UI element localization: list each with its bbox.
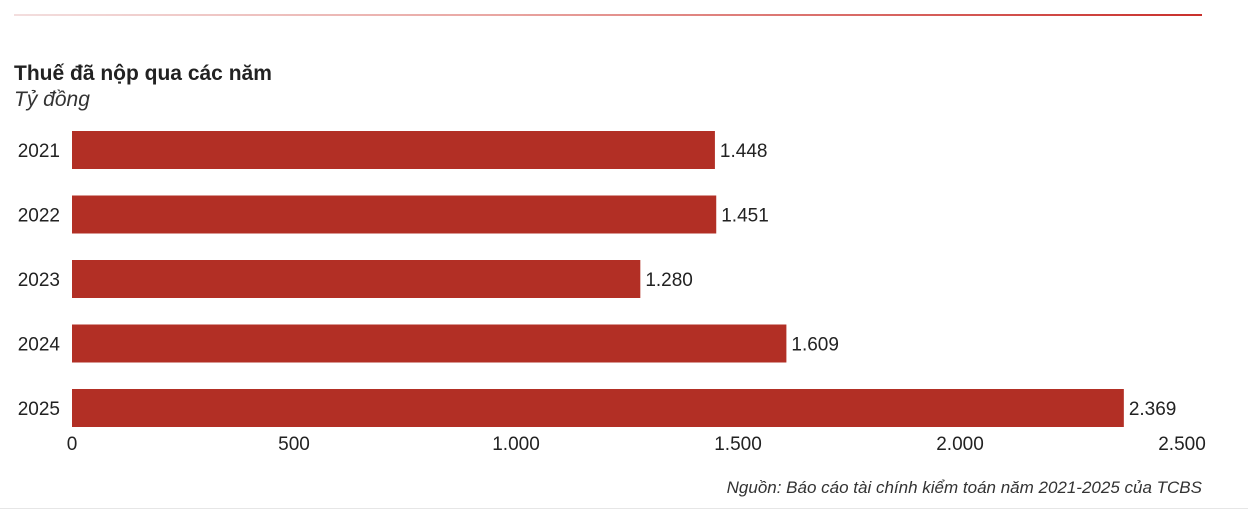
x-tick-label-1000: 1.000	[492, 434, 540, 455]
value-label-2025: 2.369	[1129, 399, 1177, 420]
top-accent-rule	[14, 14, 1202, 16]
x-tick-label-0: 0	[67, 434, 78, 455]
x-tick-label-2500: 2.500	[1158, 434, 1206, 455]
category-label-2022: 2022	[18, 206, 60, 227]
category-label-2023: 2023	[18, 270, 60, 291]
bar-2025	[72, 389, 1124, 427]
bar-2024	[72, 324, 787, 363]
bars-group	[72, 131, 1124, 427]
x-axis-ticks-group: 0 500 1.000 1.500 2.000 2.500	[67, 434, 1206, 455]
category-label-2025: 2025	[18, 399, 60, 420]
value-label-2021: 1.448	[720, 141, 768, 162]
category-labels-group: 2021 2022 2023 2024 2025	[18, 141, 61, 420]
x-tick-label-500: 500	[278, 434, 310, 455]
chart-source-note: Nguồn: Báo cáo tài chính kiểm toán năm 2…	[726, 478, 1202, 497]
bottom-divider	[0, 508, 1248, 509]
bar-2022	[72, 195, 717, 234]
value-label-2023: 1.280	[645, 270, 693, 291]
x-tick-label-2000: 2.000	[936, 434, 984, 455]
category-label-2024: 2024	[18, 335, 61, 356]
bar-2023	[72, 260, 641, 298]
value-label-2024: 1.609	[791, 335, 839, 356]
category-label-2021: 2021	[18, 141, 60, 162]
chart-title: Thuế đã nộp qua các năm	[14, 62, 272, 85]
value-labels-group: 1.448 1.451 1.280 1.609 2.369	[645, 141, 1176, 420]
bar-chart: 2021 2022 2023 2024 2025 1.448 1.451 1.280 1.60…	[18, 131, 1206, 455]
x-tick-label-1500: 1.500	[714, 434, 762, 455]
value-label-2022: 1.451	[721, 206, 769, 227]
bar-2021	[72, 131, 715, 169]
chart-unit-subtitle: Tỷ đồng	[14, 88, 90, 111]
